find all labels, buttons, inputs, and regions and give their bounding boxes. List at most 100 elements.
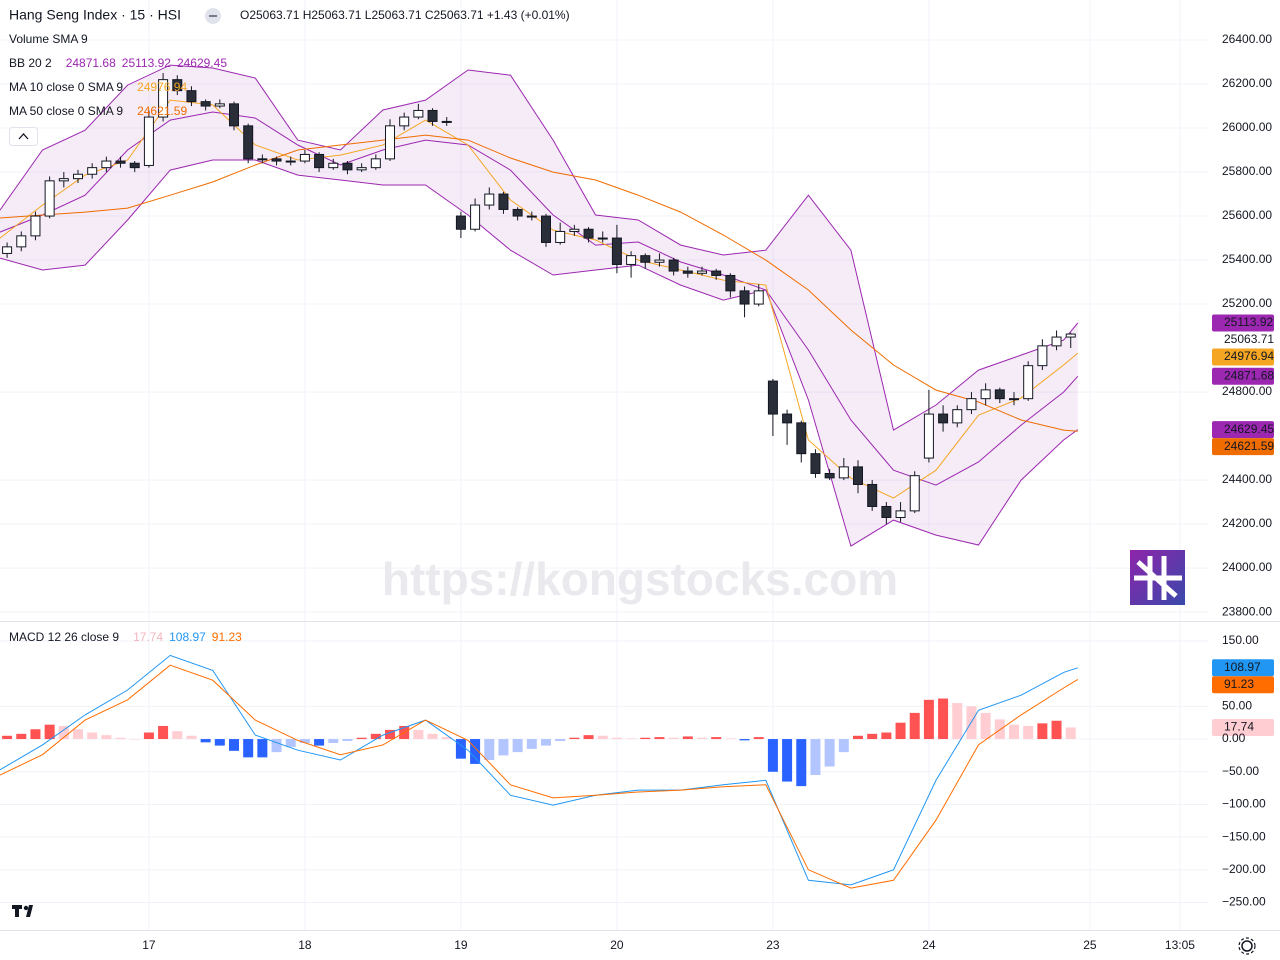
candle-body bbox=[243, 125, 254, 160]
candle-body bbox=[257, 158, 268, 161]
histogram-bar bbox=[569, 737, 580, 740]
histogram-bar bbox=[58, 725, 69, 740]
price-badge-label: 24871.68 bbox=[1224, 368, 1274, 382]
candle-body bbox=[668, 259, 679, 272]
indicator-line bbox=[0, 64, 1079, 431]
candle-body bbox=[271, 158, 282, 162]
y-tick-label: 25600.00 bbox=[1222, 208, 1272, 222]
histogram-bar bbox=[87, 732, 98, 740]
histogram-bar bbox=[2, 735, 13, 740]
macd-legend: MACD 12 26 close 9 17.74 108.97 91.23 bbox=[9, 630, 242, 644]
histogram-bar bbox=[328, 739, 339, 743]
legend-value: 24629.45 bbox=[177, 56, 227, 70]
candle-body bbox=[923, 413, 934, 459]
candle-body bbox=[470, 204, 481, 230]
candle-body bbox=[314, 153, 325, 169]
x-tick-label: 24 bbox=[922, 938, 936, 952]
candle-body bbox=[725, 274, 736, 292]
candle-body bbox=[1023, 365, 1034, 400]
candle-body bbox=[385, 125, 395, 160]
histogram-bar bbox=[895, 722, 906, 740]
histogram-bar bbox=[526, 739, 537, 749]
candle-body bbox=[399, 116, 410, 127]
histogram-bar bbox=[484, 739, 495, 760]
histogram-bar bbox=[498, 739, 509, 756]
hide-button[interactable] bbox=[205, 8, 221, 24]
y-tick-label: 26000.00 bbox=[1222, 120, 1272, 134]
candle-body bbox=[214, 103, 225, 107]
collapse-button[interactable] bbox=[9, 127, 38, 146]
histogram-bar bbox=[810, 739, 821, 776]
watermark-logo bbox=[1130, 550, 1185, 605]
tv-logo[interactable] bbox=[12, 905, 33, 917]
histogram-bar bbox=[668, 737, 679, 740]
price-badge bbox=[1212, 718, 1274, 736]
x-tick-label: 13:05 bbox=[1165, 938, 1195, 952]
histogram-bar bbox=[1065, 727, 1076, 740]
price-badge-label: 25113.92 bbox=[1224, 315, 1273, 329]
candle-body bbox=[441, 120, 452, 123]
histogram-bar bbox=[342, 739, 353, 742]
price-badge-label: 24629.45 bbox=[1224, 422, 1274, 436]
candle-body bbox=[229, 103, 239, 127]
candle-body bbox=[498, 193, 509, 210]
x-tick-label: 20 bbox=[610, 938, 624, 952]
histogram-bar bbox=[470, 739, 481, 764]
candle-body bbox=[654, 259, 665, 263]
histogram-bar bbox=[923, 699, 934, 740]
legend-value: 24976.94 bbox=[137, 80, 187, 94]
histogram-bar bbox=[1023, 725, 1034, 740]
candle-body bbox=[626, 255, 637, 265]
candle-body bbox=[952, 409, 963, 424]
y-tick-label: 26200.00 bbox=[1222, 76, 1272, 90]
y-tick-label: 25800.00 bbox=[1222, 164, 1272, 178]
histogram-bar bbox=[1051, 720, 1062, 740]
legend-label: Volume SMA 9 bbox=[9, 32, 88, 46]
indicator-line bbox=[0, 111, 1079, 486]
legend-label: BB 20 2 bbox=[9, 56, 52, 70]
histogram-bar bbox=[938, 698, 949, 740]
histogram-bar bbox=[725, 738, 736, 740]
histogram-bar bbox=[867, 733, 878, 740]
candle-body bbox=[73, 173, 83, 180]
candle-body bbox=[796, 422, 807, 455]
legend-label: MA 50 close 0 SMA 9 bbox=[9, 104, 123, 118]
candle-body bbox=[512, 208, 523, 217]
histogram-bar bbox=[697, 737, 707, 740]
histogram-bar bbox=[640, 737, 651, 740]
candle-body bbox=[697, 270, 707, 274]
histogram-bar bbox=[285, 739, 296, 747]
legend: Volume SMA 9 BB 20 2 24871.68 25113.92 24629… bbox=[9, 32, 242, 644]
chart-title: Hang Seng Index · 15 · HSI bbox=[9, 7, 181, 23]
histogram-bar bbox=[753, 737, 764, 740]
legend-value: 24621.59 bbox=[137, 104, 187, 118]
histogram-bar bbox=[853, 735, 863, 740]
price-badge-label: 25063.71 bbox=[1224, 332, 1274, 346]
candle-body bbox=[867, 483, 878, 507]
legend-value: 25113.92 bbox=[122, 56, 171, 70]
histogram-bar bbox=[455, 739, 466, 759]
y-tick-label: −200.00 bbox=[1222, 862, 1266, 876]
price-badge bbox=[1212, 421, 1274, 439]
candle-body bbox=[342, 162, 353, 171]
legend-label: MA 10 close 0 SMA 9 bbox=[9, 80, 123, 94]
macd-line bbox=[0, 664, 1079, 889]
candle-body bbox=[356, 167, 367, 171]
candle-body bbox=[115, 160, 126, 164]
candle-body bbox=[526, 215, 537, 218]
histogram-bar bbox=[143, 732, 154, 740]
candle-body bbox=[30, 215, 41, 237]
candle-body bbox=[143, 116, 154, 166]
price-badge bbox=[1212, 314, 1274, 332]
candle-body bbox=[158, 79, 169, 118]
histogram-bar bbox=[243, 739, 254, 758]
candle-body bbox=[881, 505, 892, 518]
histogram-bar bbox=[1037, 723, 1048, 740]
legend-row: MA 10 close 0 SMA 9 24976.94 bbox=[9, 80, 187, 94]
settings-gear[interactable] bbox=[1238, 937, 1256, 955]
histogram-bar bbox=[611, 737, 622, 740]
candle-body bbox=[583, 228, 594, 239]
indicator-line bbox=[0, 134, 1078, 432]
price-badge-label: 24976.94 bbox=[1224, 349, 1274, 363]
